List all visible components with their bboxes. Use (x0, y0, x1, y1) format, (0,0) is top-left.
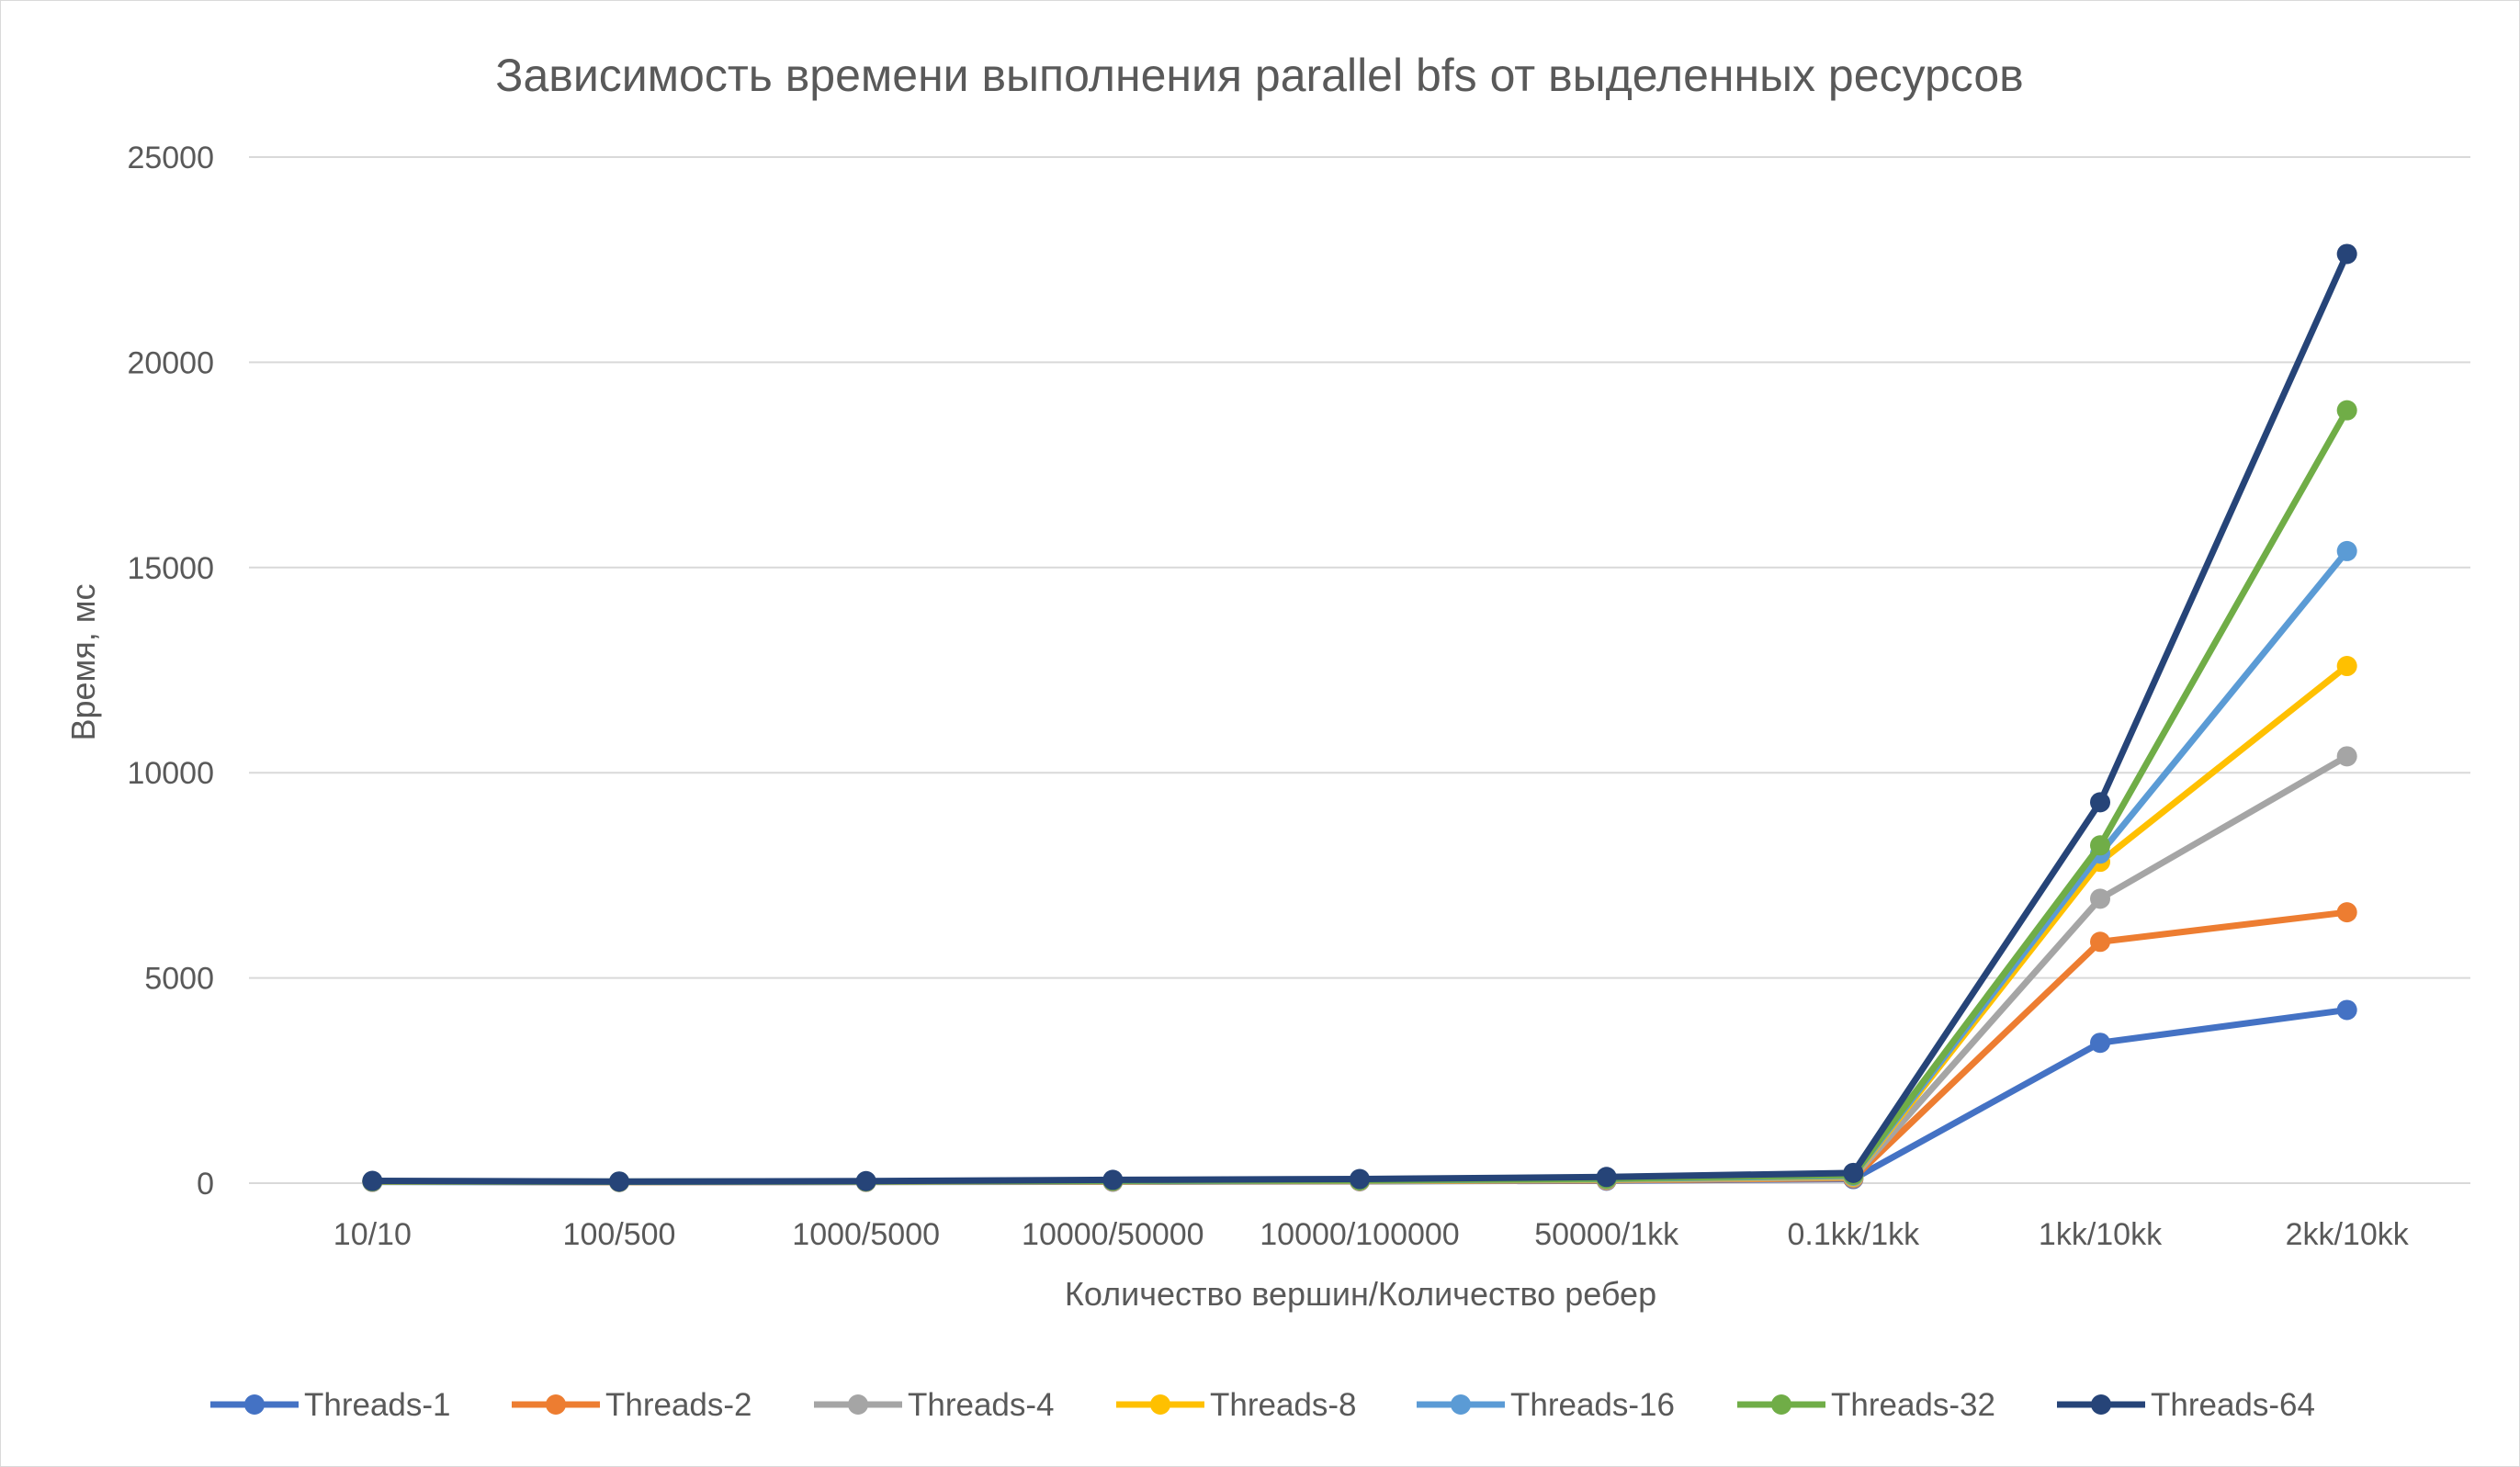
legend-item: Threads-2 (512, 1387, 752, 1423)
series-line (368, 752, 2351, 1186)
legend-item: Threads-64 (2057, 1387, 2315, 1423)
legend-label: Threads-16 (1510, 1387, 1675, 1423)
data-point (1350, 1168, 1370, 1190)
legend-swatch-marker (1771, 1394, 1791, 1415)
data-point (2336, 540, 2357, 561)
legend-swatch-marker (1451, 1394, 1471, 1415)
chart-title: Зависимость времени выполнения parallel … (495, 50, 2023, 101)
y-tick-label: 0 (197, 1167, 214, 1202)
data-point (2090, 931, 2110, 953)
legend-swatch-marker (1150, 1394, 1170, 1415)
legend-label: Threads-8 (1210, 1387, 1357, 1423)
series-threads-8 (362, 656, 2357, 1192)
series-threads-64 (362, 243, 2357, 1192)
y-tick-label: 25000 (127, 141, 214, 175)
data-point (2090, 888, 2110, 909)
x-tick-label: 10000/50000 (1022, 1217, 1204, 1252)
data-point (2336, 400, 2357, 421)
series-line (368, 407, 2351, 1185)
data-point (2090, 1033, 2110, 1054)
x-axis-ticks: 10/10 100/500 1000/5000 10000/50000 10000/10… (333, 1217, 2410, 1252)
legend-swatch-marker (546, 1394, 566, 1415)
legend-item: Threads-32 (1737, 1387, 1995, 1423)
legend-item: Threads-4 (814, 1387, 1055, 1423)
legend-label: Threads-4 (908, 1387, 1055, 1423)
legend-label: Threads-32 (1831, 1387, 1995, 1423)
y-tick-label: 20000 (127, 345, 214, 380)
y-axis-title: Время, мс (64, 583, 102, 740)
legend-item: Threads-8 (1116, 1387, 1357, 1423)
x-tick-label: 10000/100000 (1260, 1217, 1459, 1252)
series-line (368, 662, 2351, 1186)
series-line (368, 250, 2351, 1185)
data-point (1596, 1167, 1617, 1188)
legend-swatch-marker (244, 1394, 265, 1415)
legend-item: Threads-16 (1417, 1387, 1675, 1423)
x-tick-label: 1kk/10kk (2039, 1217, 2163, 1252)
x-tick-label: 10/10 (333, 1217, 412, 1252)
legend-label: Threads-64 (2151, 1387, 2315, 1423)
data-point (1102, 1169, 1124, 1191)
y-tick-label: 15000 (127, 551, 214, 586)
x-tick-label: 1000/5000 (792, 1217, 940, 1252)
series-threads-1 (362, 999, 2357, 1192)
x-tick-label: 0.1kk/1kk (1788, 1217, 1921, 1252)
data-point (1843, 1162, 1864, 1183)
legend-label: Threads-2 (605, 1387, 752, 1423)
data-point (2090, 835, 2110, 856)
data-point (2336, 746, 2357, 767)
x-tick-label: 2kk/10kk (2286, 1217, 2410, 1252)
data-point (2336, 243, 2357, 265)
data-point (2336, 656, 2357, 677)
legend-swatch-marker (848, 1394, 868, 1415)
series-line (368, 1006, 2351, 1186)
y-axis-ticks: 0 5000 10000 15000 20000 25000 (127, 141, 214, 1202)
data-point (2336, 902, 2357, 923)
y-tick-label: 10000 (127, 756, 214, 791)
y-tick-label: 5000 (144, 962, 214, 997)
series-threads-4 (362, 746, 2357, 1192)
legend-swatch-marker (2091, 1394, 2111, 1415)
x-tick-label: 100/500 (563, 1217, 676, 1252)
x-axis-title: Количество вершин/Количество ребер (1065, 1275, 1656, 1313)
series-line (368, 547, 2351, 1185)
gridlines (249, 156, 2470, 1184)
data-point (2090, 792, 2110, 813)
x-tick-label: 50000/1kk (1534, 1217, 1679, 1252)
data-point (362, 1170, 383, 1191)
data-point (855, 1170, 876, 1191)
data-point (2336, 999, 2357, 1021)
legend: Threads-1 Threads-2 Threads-4 Threads-8 Thre… (210, 1387, 2315, 1423)
series-threads-32 (362, 400, 2357, 1192)
series-layer (362, 243, 2357, 1192)
legend-label: Threads-1 (304, 1387, 451, 1423)
data-point (609, 1171, 629, 1192)
legend-item: Threads-1 (210, 1387, 451, 1423)
